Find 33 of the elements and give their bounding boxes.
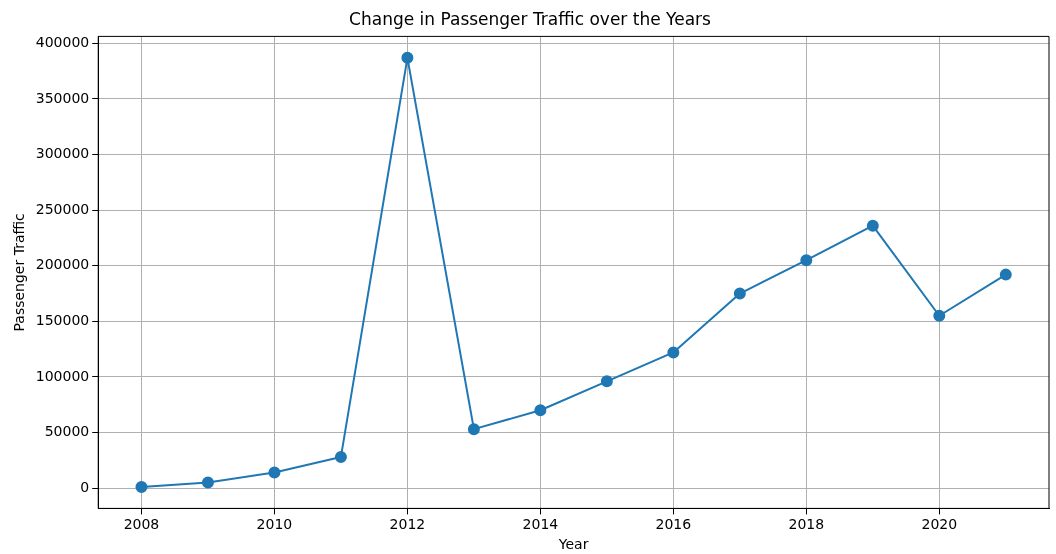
point [201,476,214,489]
point [334,450,347,463]
point [600,375,613,388]
point [401,51,414,64]
point [467,423,480,436]
x-tick-label: 2018 [788,516,825,533]
chart-title: Change in Passenger Traffic over the Years [349,8,712,29]
point [999,268,1012,281]
x-tick-label: 2020 [921,516,958,533]
x-tick-label: 2008 [123,516,160,533]
point [268,466,281,479]
y-tick-label: 250000 [35,200,90,217]
y-tick-label: 200000 [35,256,90,273]
x-tick-label: 2016 [655,516,692,533]
point [733,287,746,300]
y-tick-label: 350000 [35,89,90,106]
x-tick-label: 2010 [256,516,293,533]
y-tick-label: 50000 [44,423,90,440]
y-tick-label: 100000 [35,367,90,384]
point [534,404,547,417]
x-tick-label: 2014 [522,516,559,533]
y-axis-title: Passenger Traffic [11,213,28,332]
point [667,346,680,359]
y-tick-label: 150000 [35,311,90,328]
x-tick-label: 2012 [389,516,426,533]
y-tick-label: 400000 [35,34,90,51]
y-tick-label: 0 [80,478,90,495]
point [135,480,148,493]
x-axis-title: Year [557,536,589,553]
point [800,254,813,267]
point [866,219,879,232]
point [933,309,946,322]
y-tick-label: 300000 [35,145,90,162]
